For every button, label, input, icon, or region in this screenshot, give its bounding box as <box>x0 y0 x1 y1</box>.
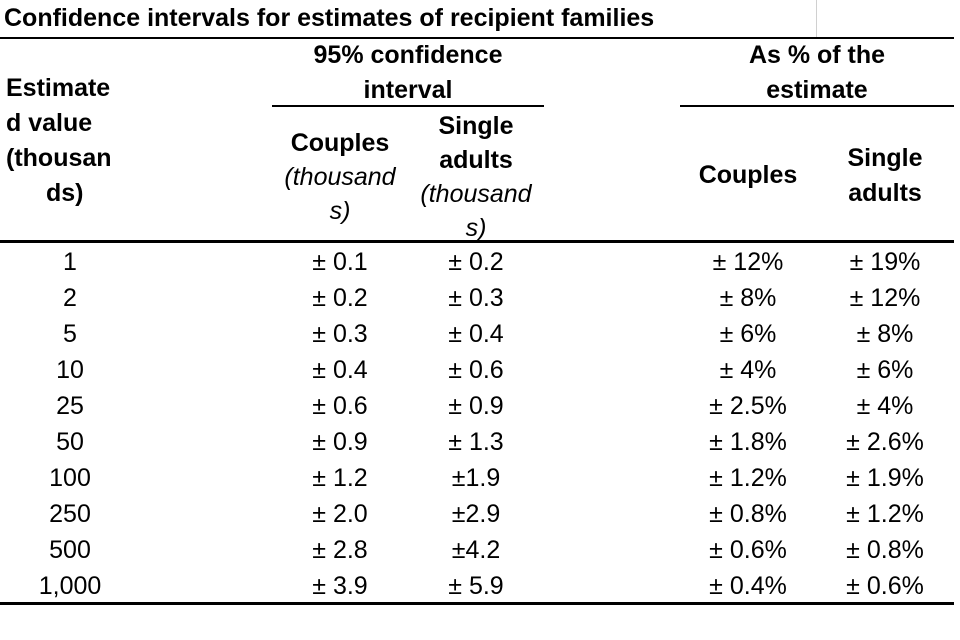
pct-group-header-line2: estimate <box>766 76 868 104</box>
cell-estimate: 10 <box>56 356 84 384</box>
ci-couples-header: Couples (thousand s) <box>272 126 408 228</box>
cell-estimate: 2 <box>63 284 77 312</box>
cell-pct-couples: ± 0.8% <box>709 500 787 528</box>
cell-estimate: 250 <box>49 500 91 528</box>
ci-group-header-line1: 95% confidence <box>313 41 503 69</box>
ci-single-header: Single adults (thousand s) <box>408 109 544 245</box>
table-title-row: Confidence intervals for estimates of re… <box>0 0 960 38</box>
cell-pct-couples: ± 0.4% <box>709 572 787 600</box>
ci-couples-header-line1: Couples <box>290 129 390 157</box>
cell-ci-couples: ± 3.9 <box>312 572 368 600</box>
cell-pct-couples: ± 8% <box>719 284 777 312</box>
ci-group-header: 95% confidence interval <box>272 38 544 108</box>
cell-pct-couples: ± 6% <box>719 320 777 348</box>
estimate-header: Estimate d value (thousan ds) <box>0 71 140 211</box>
cell-estimate: 1 <box>63 248 77 276</box>
estimate-header-line3: (thousan <box>6 144 112 172</box>
title-cell-border <box>816 0 817 38</box>
cell-estimate: 5 <box>63 320 77 348</box>
ci-single-header-line3: (thousand <box>420 180 532 208</box>
ci-couples-header-line2: (thousand <box>284 163 396 191</box>
ci-group-underline <box>272 105 544 107</box>
cell-pct-couples: ± 12% <box>712 248 784 276</box>
cell-ci-couples: ± 0.1 <box>312 248 368 276</box>
cell-pct-single: ± 0.8% <box>846 536 924 564</box>
cell-ci-single: ±2.9 <box>451 500 501 528</box>
cell-ci-couples: ± 0.6 <box>312 392 368 420</box>
estimate-header-line4: ds) <box>46 179 84 207</box>
table-title: Confidence intervals for estimates of re… <box>4 4 655 32</box>
cell-pct-single: ± 1.2% <box>846 500 924 528</box>
cell-pct-couples: ± 1.2% <box>709 464 787 492</box>
cell-ci-couples: ± 0.3 <box>312 320 368 348</box>
cell-estimate: 50 <box>56 428 84 456</box>
header-top-rule <box>0 37 954 39</box>
cell-pct-single: ± 2.6% <box>846 428 924 456</box>
cell-pct-couples: ± 1.8% <box>709 428 787 456</box>
cell-ci-single: ± 0.2 <box>448 248 504 276</box>
table-bottom-rule <box>0 602 954 605</box>
estimate-header-line2: d value <box>6 109 93 137</box>
cell-ci-single: ± 5.9 <box>448 572 504 600</box>
cell-pct-single: ± 1.9% <box>846 464 924 492</box>
cell-estimate: 25 <box>56 392 84 420</box>
cell-ci-single: ± 1.3 <box>448 428 504 456</box>
cell-pct-single: ± 6% <box>856 356 914 384</box>
ci-couples-header-line3: s) <box>329 197 351 225</box>
pct-single-header-line1: Single <box>847 144 923 172</box>
pct-group-underline <box>680 105 954 107</box>
pct-single-header: Single adults <box>816 141 954 211</box>
cell-pct-single: ± 8% <box>856 320 914 348</box>
cell-ci-couples: ± 1.2 <box>312 464 368 492</box>
ci-single-header-line1: Single <box>438 112 514 140</box>
cell-ci-couples: ± 0.9 <box>312 428 368 456</box>
header-bottom-rule <box>0 240 954 243</box>
cell-pct-couples: ± 2.5% <box>709 392 787 420</box>
pct-couples-header: Couples <box>680 158 816 193</box>
cell-ci-single: ± 0.4 <box>448 320 504 348</box>
pct-group-header-line1: As % of the <box>748 41 886 69</box>
cell-estimate: 500 <box>49 536 91 564</box>
estimate-header-line1: Estimate <box>6 74 111 102</box>
cell-pct-single: ± 12% <box>849 284 921 312</box>
pct-group-header: As % of the estimate <box>680 38 954 108</box>
pct-single-header-line2: adults <box>848 179 922 207</box>
cell-ci-couples: ± 2.8 <box>312 536 368 564</box>
cell-pct-couples: ± 0.6% <box>709 536 787 564</box>
pct-couples-header-label: Couples <box>698 161 798 189</box>
cell-ci-single: ± 0.6 <box>448 356 504 384</box>
cell-ci-couples: ± 2.0 <box>312 500 368 528</box>
ci-single-header-line4: s) <box>465 214 487 242</box>
ci-single-header-line2: adults <box>439 146 513 174</box>
cell-ci-single: ±1.9 <box>451 464 501 492</box>
cell-pct-couples: ± 4% <box>719 356 777 384</box>
cell-ci-single: ±4.2 <box>451 536 501 564</box>
cell-ci-single: ± 0.9 <box>448 392 504 420</box>
cell-pct-single: ± 0.6% <box>846 572 924 600</box>
cell-ci-couples: ± 0.4 <box>312 356 368 384</box>
cell-estimate: 1,000 <box>38 572 102 600</box>
cell-pct-single: ± 19% <box>849 248 921 276</box>
cell-pct-single: ± 4% <box>856 392 914 420</box>
cell-estimate: 100 <box>49 464 91 492</box>
cell-ci-couples: ± 0.2 <box>312 284 368 312</box>
cell-ci-single: ± 0.3 <box>448 284 504 312</box>
ci-group-header-line2: interval <box>363 76 453 104</box>
